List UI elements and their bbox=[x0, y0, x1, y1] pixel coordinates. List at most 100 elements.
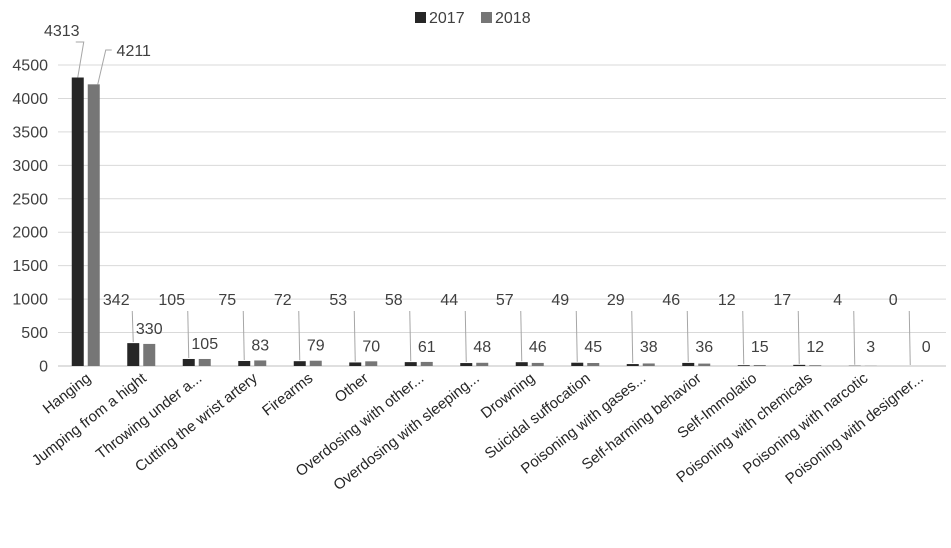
leader-line bbox=[131, 310, 134, 343]
data-label-2018-15: 0 bbox=[922, 339, 931, 356]
y-tick-label: 2000 bbox=[12, 225, 48, 242]
data-label-2018-1: 330 bbox=[136, 321, 163, 338]
bar-2017-9 bbox=[571, 362, 584, 366]
leader-line bbox=[520, 310, 523, 362]
data-label-2017-1: 342 bbox=[103, 292, 130, 309]
data-label-2018-12: 15 bbox=[751, 339, 769, 356]
leader-line bbox=[742, 310, 745, 365]
gridlines bbox=[58, 64, 946, 367]
y-tick-label: 3000 bbox=[12, 158, 48, 175]
leader-line bbox=[686, 310, 689, 362]
bar-2018-1 bbox=[143, 343, 156, 366]
bar-2017-10 bbox=[626, 364, 639, 366]
data-label-2018-6: 61 bbox=[418, 339, 436, 356]
data-label-2018-3: 83 bbox=[251, 337, 269, 354]
category-label: Other bbox=[332, 370, 372, 406]
bar-2018-13 bbox=[809, 365, 822, 366]
bar-2018-12 bbox=[753, 364, 766, 366]
leader-line bbox=[908, 310, 911, 366]
bar-2017-0 bbox=[71, 77, 84, 366]
y-tick-label: 500 bbox=[21, 325, 48, 342]
leader-line bbox=[353, 310, 356, 362]
category-label: Firearms bbox=[259, 370, 316, 420]
data-label-2017-0: 4313 bbox=[44, 23, 80, 40]
bar-2017-8 bbox=[515, 362, 528, 366]
bar-2017-4 bbox=[293, 361, 306, 366]
bars bbox=[71, 77, 877, 367]
leader-line bbox=[409, 310, 412, 362]
y-tick-label: 1500 bbox=[12, 258, 48, 275]
bar-2018-6 bbox=[420, 361, 433, 366]
data-label-2018-9: 45 bbox=[584, 339, 602, 356]
y-tick-label: 1000 bbox=[12, 292, 48, 309]
leader-line bbox=[797, 310, 800, 364]
y-tick-label: 0 bbox=[39, 359, 48, 376]
data-label-2017-6: 58 bbox=[385, 292, 403, 309]
data-label-2017-2: 105 bbox=[158, 292, 185, 309]
y-tick-label: 2500 bbox=[12, 191, 48, 208]
data-label-2018-4: 79 bbox=[307, 338, 325, 355]
y-tick-label: 4000 bbox=[12, 91, 48, 108]
data-label-2018-14: 3 bbox=[866, 339, 875, 356]
leader-line bbox=[97, 49, 112, 85]
bar-2017-1 bbox=[127, 343, 140, 366]
y-tick-label: 4500 bbox=[12, 58, 48, 75]
data-label-2018-10: 38 bbox=[640, 339, 658, 356]
bar-2017-6 bbox=[404, 362, 417, 366]
bar-2018-8 bbox=[531, 362, 544, 366]
legend-label-2018: 2018 bbox=[495, 10, 531, 27]
bar-2018-3 bbox=[254, 360, 267, 366]
data-label-2018-2: 105 bbox=[191, 336, 218, 353]
leader-lines bbox=[75, 41, 911, 366]
bar-2017-11 bbox=[682, 362, 695, 366]
data-label-2017-12: 12 bbox=[718, 292, 736, 309]
legend-swatch-2018 bbox=[481, 12, 492, 23]
data-label-2017-9: 49 bbox=[551, 292, 569, 309]
data-label-2017-14: 4 bbox=[833, 292, 842, 309]
data-label-2017-10: 29 bbox=[607, 292, 625, 309]
bar-2017-3 bbox=[238, 360, 251, 366]
bar-2018-4 bbox=[309, 360, 322, 366]
bar-2017-5 bbox=[349, 362, 362, 366]
leader-line bbox=[75, 41, 85, 78]
leader-line bbox=[242, 310, 245, 360]
legend: 2017 2018 bbox=[415, 10, 531, 27]
bar-2018-7 bbox=[476, 362, 489, 366]
bar-2018-5 bbox=[365, 361, 378, 366]
bar-2017-7 bbox=[460, 363, 473, 366]
bar-2018-2 bbox=[198, 358, 211, 366]
legend-label-2017: 2017 bbox=[429, 10, 465, 27]
y-tick-label: 3500 bbox=[12, 124, 48, 141]
data-label-2017-15: 0 bbox=[889, 292, 898, 309]
data-label-2017-8: 57 bbox=[496, 292, 514, 309]
bar-2017-2 bbox=[182, 358, 195, 366]
leader-line bbox=[853, 310, 856, 365]
leader-line bbox=[187, 310, 190, 358]
leader-line bbox=[464, 310, 467, 363]
y-axis-ticks: 0 500 1000 1500 2000 2500 3000 3500 4000 4500 bbox=[12, 58, 48, 376]
bar-2018-11 bbox=[698, 363, 711, 366]
data-label-2017-11: 46 bbox=[662, 292, 680, 309]
bar-2017-13 bbox=[793, 364, 806, 366]
data-label-2018-7: 48 bbox=[473, 339, 491, 356]
leader-line bbox=[298, 310, 301, 361]
data-label-2017-3: 75 bbox=[218, 292, 236, 309]
data-label-2018-0: 4211 bbox=[117, 43, 152, 60]
data-label-2018-5: 70 bbox=[362, 338, 380, 355]
bar-2018-10 bbox=[642, 363, 655, 366]
leader-line bbox=[575, 310, 578, 362]
bar-2017-12 bbox=[737, 365, 750, 366]
bar-2018-9 bbox=[587, 362, 600, 366]
bar-2018-0 bbox=[87, 84, 100, 367]
legend-swatch-2017 bbox=[415, 12, 426, 23]
data-label-2017-7: 44 bbox=[440, 292, 458, 309]
leader-line bbox=[631, 310, 634, 364]
data-label-2017-13: 17 bbox=[773, 292, 791, 309]
data-label-2017-5: 53 bbox=[329, 292, 347, 309]
data-label-2018-13: 12 bbox=[806, 339, 824, 356]
data-label-2017-4: 72 bbox=[274, 292, 292, 309]
data-label-2018-11: 36 bbox=[695, 339, 713, 356]
data-label-2018-8: 46 bbox=[529, 339, 547, 356]
